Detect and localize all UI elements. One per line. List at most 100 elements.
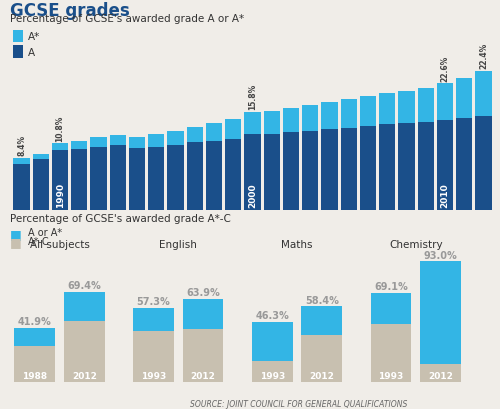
Text: 69.1%: 69.1%	[374, 281, 408, 291]
Text: ■: ■	[10, 227, 22, 240]
Bar	[148, 147, 164, 211]
Bar	[133, 308, 174, 382]
Bar	[71, 150, 88, 211]
Text: 1988: 1988	[22, 371, 48, 380]
Text: 58.4%: 58.4%	[305, 295, 338, 305]
Bar	[129, 137, 145, 148]
Text: ■: ■	[10, 236, 22, 249]
Bar	[110, 146, 126, 211]
Text: 1993: 1993	[141, 371, 166, 380]
Bar	[90, 138, 106, 147]
Bar	[148, 135, 164, 147]
Bar	[371, 293, 412, 382]
Bar	[456, 119, 472, 211]
Bar	[252, 322, 292, 361]
Bar	[476, 117, 492, 211]
Bar	[168, 132, 184, 146]
Bar	[302, 131, 318, 211]
Bar	[360, 127, 376, 211]
Text: 2012: 2012	[190, 371, 216, 380]
Bar	[340, 129, 357, 211]
Bar	[398, 92, 414, 124]
Bar	[420, 262, 461, 382]
Bar	[379, 125, 396, 211]
Text: SOURCE: JOINT COUNCIL FOR GENERAL QUALIFICATIONS: SOURCE: JOINT COUNCIL FOR GENERAL QUALIF…	[190, 399, 408, 408]
Bar	[283, 133, 299, 211]
Bar	[64, 292, 104, 382]
Bar	[302, 106, 318, 131]
Bar	[252, 322, 292, 382]
Bar	[186, 128, 203, 143]
Text: 2012: 2012	[72, 371, 96, 380]
Text: 8.4%: 8.4%	[17, 135, 26, 156]
Bar	[52, 151, 68, 211]
Bar	[418, 123, 434, 211]
Bar	[371, 293, 412, 324]
Bar	[283, 109, 299, 133]
Bar	[182, 299, 224, 382]
Text: Percentage of GCSE's awarded grade A*-C: Percentage of GCSE's awarded grade A*-C	[10, 213, 231, 223]
Bar	[168, 146, 184, 211]
Text: 22.6%: 22.6%	[440, 56, 450, 82]
Bar	[133, 308, 174, 331]
Bar	[182, 299, 224, 329]
Bar	[14, 328, 55, 382]
Text: Chemistry: Chemistry	[389, 240, 442, 250]
Text: 22.4%: 22.4%	[479, 43, 488, 69]
Bar	[302, 307, 342, 335]
Bar	[322, 130, 338, 211]
Text: 2012: 2012	[428, 371, 453, 380]
Bar	[90, 147, 106, 211]
Bar	[206, 124, 222, 141]
Bar	[110, 135, 126, 146]
Text: 63.9%: 63.9%	[186, 288, 220, 298]
Text: Maths: Maths	[282, 240, 313, 250]
Text: 2010: 2010	[440, 183, 450, 207]
Bar	[340, 100, 357, 129]
Bar	[13, 31, 24, 43]
Text: 57.3%: 57.3%	[136, 296, 170, 306]
Text: 15.8%: 15.8%	[248, 84, 257, 110]
Text: 1990: 1990	[56, 182, 64, 207]
Bar	[52, 144, 68, 151]
Text: 2000: 2000	[248, 183, 257, 207]
Text: 41.9%: 41.9%	[18, 316, 52, 326]
Bar	[398, 124, 414, 211]
Bar	[360, 97, 376, 127]
Bar	[186, 143, 203, 211]
Text: GCSE grades: GCSE grades	[10, 2, 130, 20]
Bar	[14, 165, 30, 211]
Text: 46.3%: 46.3%	[256, 310, 289, 320]
Bar	[437, 121, 453, 211]
Text: A: A	[28, 47, 35, 57]
Text: English: English	[160, 240, 197, 250]
Bar	[14, 159, 30, 165]
Bar	[418, 88, 434, 123]
Text: 1993: 1993	[378, 371, 404, 380]
Text: Percentage of GCSE's awarded grade A or A*: Percentage of GCSE's awarded grade A or …	[10, 14, 244, 24]
Text: 69.4%: 69.4%	[68, 281, 101, 290]
Text: 93.0%: 93.0%	[424, 250, 458, 260]
Bar	[225, 120, 242, 139]
Bar	[264, 134, 280, 211]
Bar	[14, 328, 55, 346]
Bar	[32, 155, 49, 160]
Bar	[476, 72, 492, 117]
Text: A or A*: A or A*	[28, 227, 62, 237]
Bar	[456, 79, 472, 119]
Bar	[225, 139, 242, 211]
Bar	[379, 94, 396, 125]
Bar	[71, 141, 88, 150]
Bar	[244, 134, 260, 211]
Bar	[244, 112, 260, 134]
Bar	[264, 111, 280, 134]
Bar	[322, 103, 338, 130]
Text: A*: A*	[28, 32, 40, 42]
Bar	[420, 262, 461, 364]
Bar	[13, 46, 24, 58]
Text: A*-C: A*-C	[28, 236, 49, 246]
Bar	[32, 160, 49, 211]
Text: 10.8%: 10.8%	[56, 115, 64, 141]
Text: 2012: 2012	[310, 371, 334, 380]
Bar	[437, 84, 453, 121]
